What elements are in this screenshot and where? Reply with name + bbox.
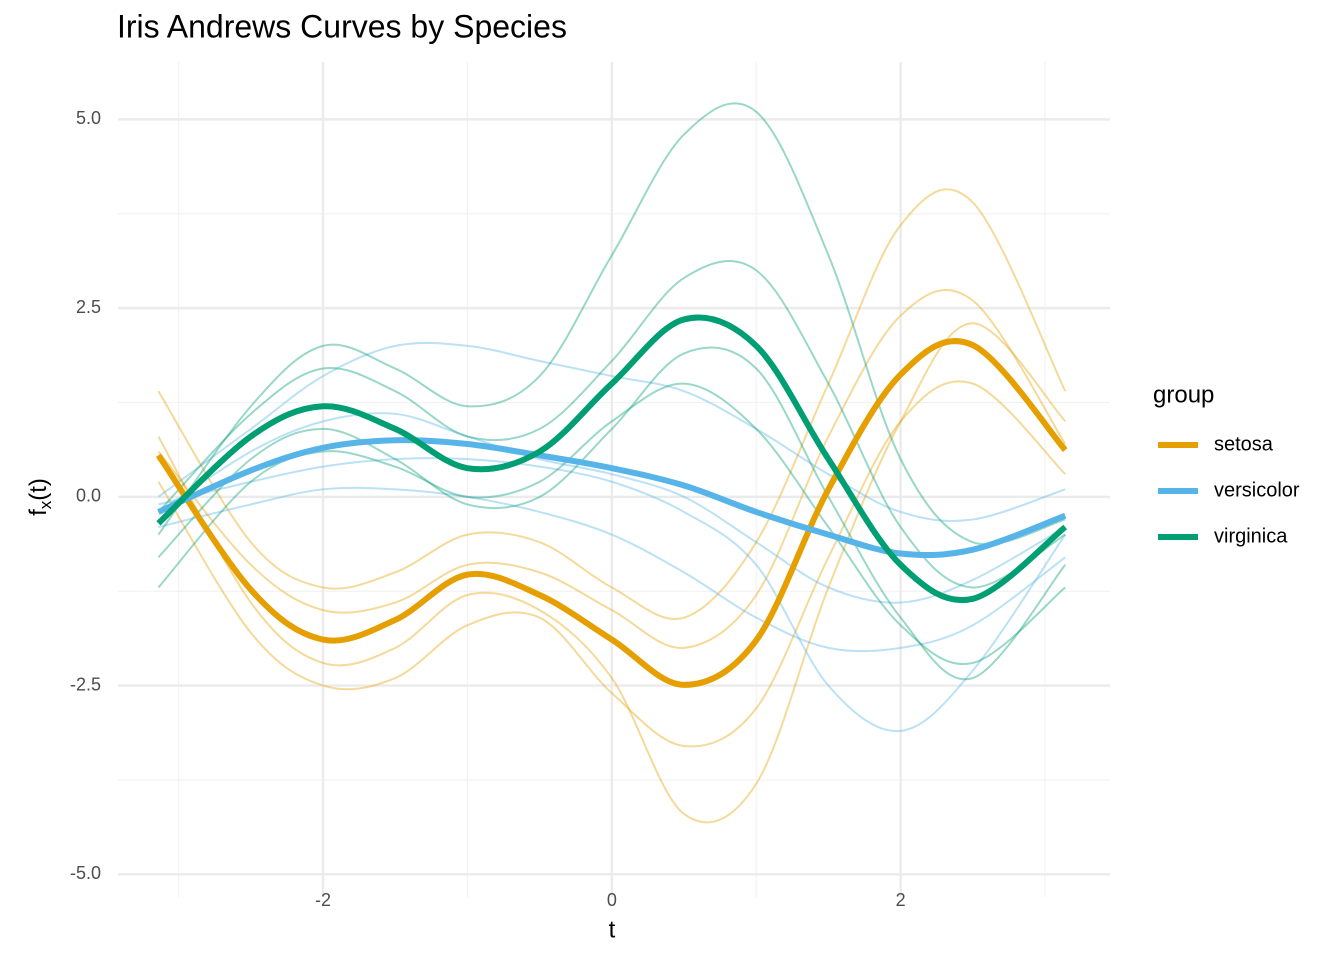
y-tick-label: -5.0 bbox=[70, 863, 101, 883]
member-curve bbox=[157, 102, 1066, 546]
member-curve bbox=[157, 412, 1066, 604]
member-curve bbox=[157, 382, 1066, 666]
y-label-main: f bbox=[25, 509, 52, 516]
x-axis-label: t bbox=[609, 916, 616, 943]
y-tick-label: -2.5 bbox=[70, 674, 101, 694]
member-curve bbox=[157, 188, 1067, 620]
member-curve bbox=[157, 289, 1067, 649]
mean-curve bbox=[156, 314, 1068, 603]
y-label-subscript: x bbox=[36, 500, 55, 509]
y-tick-label: 5.0 bbox=[76, 108, 101, 128]
legend-label: versicolor bbox=[1214, 479, 1300, 501]
legend-title: group bbox=[1153, 381, 1214, 408]
member-curve bbox=[157, 346, 1067, 681]
grid bbox=[118, 62, 1110, 897]
mean-curve bbox=[157, 437, 1067, 559]
member-curve bbox=[157, 260, 1066, 589]
legend-label: virginica bbox=[1214, 525, 1288, 547]
member-curve bbox=[158, 457, 1067, 732]
mean-curve bbox=[155, 338, 1068, 688]
member-curve bbox=[157, 341, 1066, 522]
member-curve bbox=[158, 486, 1066, 653]
member-curve bbox=[157, 322, 1066, 824]
x-tick-label: -2 bbox=[315, 890, 331, 910]
legend-label: setosa bbox=[1214, 433, 1274, 455]
member-curve bbox=[157, 380, 1066, 748]
y-tick-label: 2.5 bbox=[76, 297, 101, 317]
y-label-tail: (t) bbox=[25, 478, 52, 501]
y-axis-label: fx(t) bbox=[25, 478, 55, 516]
y-tick-label: 0.0 bbox=[76, 486, 101, 506]
x-tick-label: 2 bbox=[896, 890, 906, 910]
x-tick-label: 0 bbox=[607, 890, 617, 910]
chart-title: Iris Andrews Curves by Species bbox=[117, 8, 567, 44]
